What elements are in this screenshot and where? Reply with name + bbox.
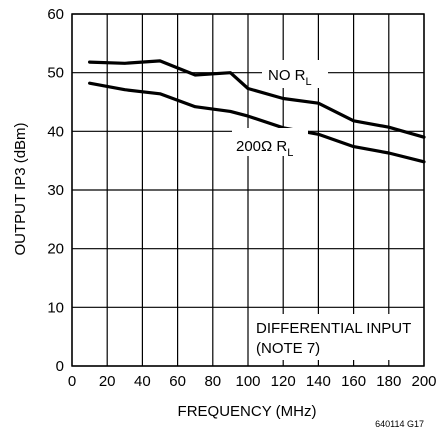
- x-tick-label: 80: [204, 373, 221, 390]
- series-label-mask-no-rl: [262, 60, 328, 88]
- x-tick-label: 100: [235, 373, 260, 390]
- series-lines: [87, 59, 426, 164]
- note-box: [252, 314, 422, 360]
- y-tick-label: 60: [47, 6, 64, 23]
- x-tick-label: 160: [341, 373, 366, 390]
- series-label-200-ohm-rl: 200Ω RL: [236, 138, 293, 159]
- series-line-0: [87, 59, 426, 139]
- plot-frame: [71, 13, 425, 367]
- x-tick-label: 60: [169, 373, 186, 390]
- figure-code: 640114 G17: [375, 419, 424, 429]
- y-tick-label: 10: [47, 299, 64, 316]
- x-tick-label: 40: [134, 373, 151, 390]
- tick-labels: 0 20 40 60 80 100 120 140 160 180 200 0 10 20 30 40 50 60: [47, 6, 436, 390]
- y-axis-title: OUTPUT IP3 (dBm): [12, 122, 29, 255]
- x-tick-label: 140: [306, 373, 331, 390]
- series-label-mask-200-ohm-rl: [232, 128, 308, 156]
- series-label-no-rl: NO RL: [268, 67, 312, 88]
- y-tick-label: 0: [56, 358, 64, 375]
- y-tick-label: 20: [47, 241, 64, 258]
- x-tick-label: 0: [68, 373, 76, 390]
- note-line-2: (NOTE 7): [256, 340, 320, 357]
- grid: [71, 13, 425, 367]
- x-tick-label: 20: [99, 373, 116, 390]
- y-tick-label: 30: [47, 182, 64, 199]
- x-tick-label: 120: [271, 373, 296, 390]
- series-labels: NO RL 200Ω RL DIFFERENTIAL INPUT (NOTE 7…: [232, 60, 422, 360]
- note-line-1: DIFFERENTIAL INPUT: [256, 320, 411, 337]
- y-tick-label: 50: [47, 65, 64, 82]
- x-axis-title: FREQUENCY (MHz): [178, 403, 317, 420]
- x-tick-label: 200: [411, 373, 436, 390]
- series-line-1: [87, 81, 426, 164]
- y-tick-label: 40: [47, 123, 64, 140]
- x-tick-label: 180: [376, 373, 401, 390]
